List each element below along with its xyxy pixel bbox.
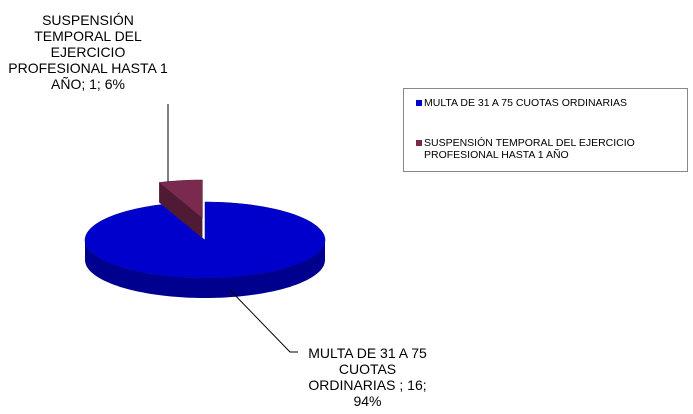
- leader-line: [229, 289, 298, 353]
- legend-label: SUSPENSIÓN TEMPORAL DEL EJERCICIO PROFES…: [424, 137, 635, 161]
- slice: [158, 179, 203, 219]
- slice: [84, 201, 326, 279]
- legend-swatch: [416, 140, 422, 146]
- slice-side: [85, 240, 325, 298]
- data-label: SUSPENSIÓN TEMPORAL DEL EJERCICIO PROFES…: [8, 12, 168, 92]
- legend-entry: MULTA DE 31 A 75 CUOTAS ORDINARIAS: [416, 97, 684, 109]
- legend-entry: SUSPENSIÓN TEMPORAL DEL EJERCICIO PROFES…: [416, 137, 684, 161]
- legend-swatch: [416, 100, 422, 106]
- data-label: MULTA DE 31 A 75 CUOTAS ORDINARIAS ; 16;…: [308, 345, 427, 409]
- slice-side: [159, 182, 203, 238]
- legend: MULTA DE 31 A 75 CUOTAS ORDINARIAS SUSPEN…: [403, 88, 688, 172]
- legend-label: MULTA DE 31 A 75 CUOTAS ORDINARIAS: [424, 97, 628, 109]
